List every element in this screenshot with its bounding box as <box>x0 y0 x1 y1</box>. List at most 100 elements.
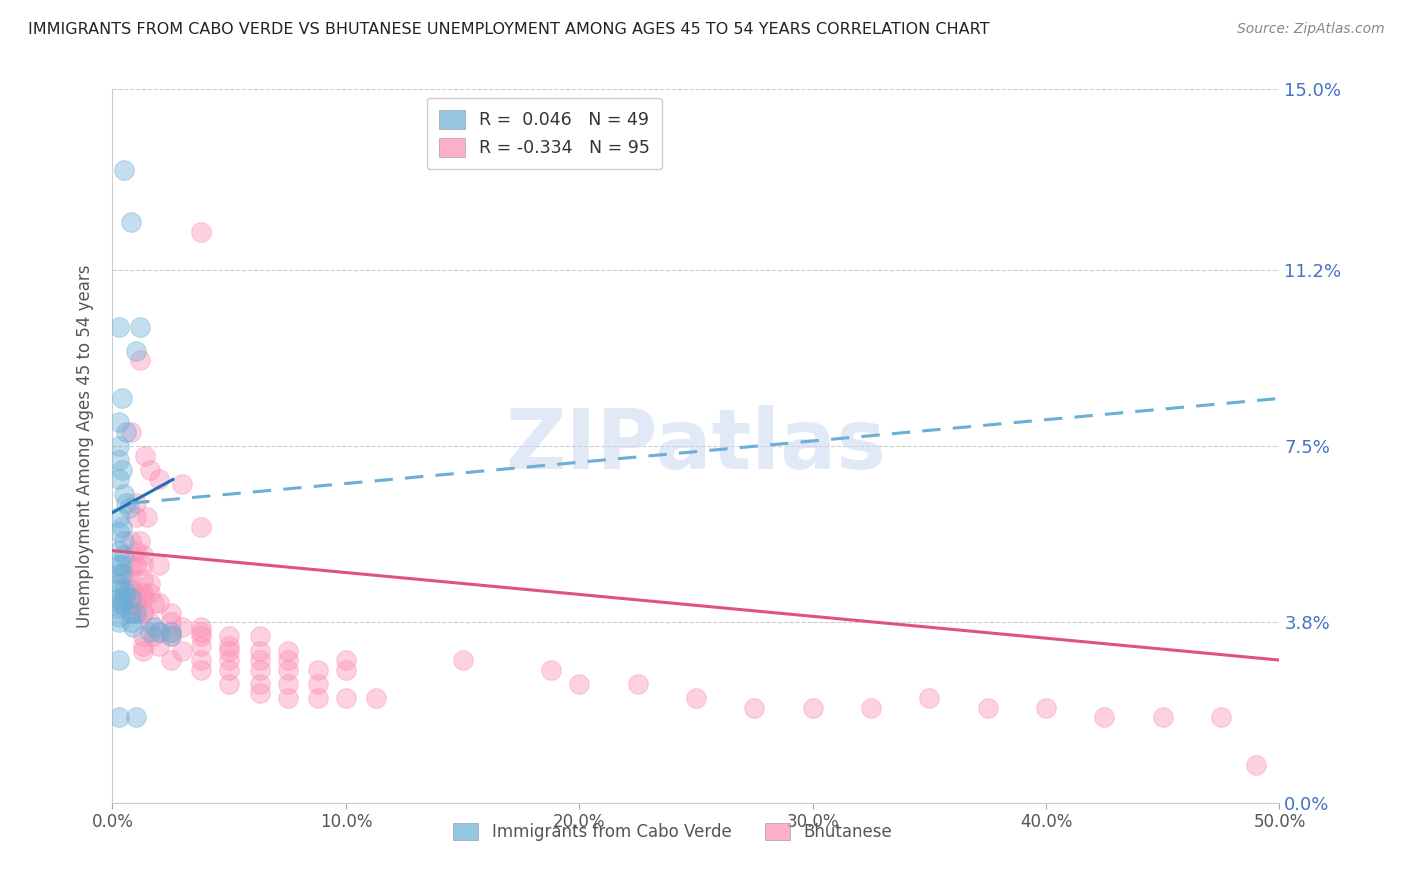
Point <box>111 596 134 610</box>
Point <box>249 629 271 643</box>
Point <box>148 472 170 486</box>
Point <box>125 710 148 724</box>
Point <box>120 582 142 596</box>
Point <box>218 643 240 657</box>
Point <box>160 629 183 643</box>
Point <box>136 510 159 524</box>
Point <box>125 606 148 620</box>
Point <box>172 620 194 634</box>
Point <box>307 691 329 706</box>
Point <box>120 615 142 629</box>
Point <box>108 567 131 582</box>
Point <box>218 629 240 643</box>
Point <box>1094 710 1116 724</box>
Point <box>108 558 131 572</box>
Point <box>148 624 170 639</box>
Point <box>160 624 183 639</box>
Point <box>125 558 148 572</box>
Point <box>148 639 170 653</box>
Point <box>120 534 142 549</box>
Point <box>112 591 135 606</box>
Point <box>139 463 162 477</box>
Point <box>160 653 183 667</box>
Point <box>132 643 155 657</box>
Point <box>108 453 131 467</box>
Point <box>108 510 131 524</box>
Point <box>685 691 707 706</box>
Point <box>132 549 155 563</box>
Point <box>108 653 131 667</box>
Point <box>132 558 155 572</box>
Point <box>125 543 148 558</box>
Point <box>120 606 142 620</box>
Point <box>118 500 141 515</box>
Point <box>190 639 212 653</box>
Point <box>148 558 170 572</box>
Point <box>111 392 134 406</box>
Point <box>108 524 131 539</box>
Point <box>172 643 194 657</box>
Point <box>218 677 240 691</box>
Point <box>108 472 131 486</box>
Point <box>190 629 212 643</box>
Point <box>120 558 142 572</box>
Point <box>276 643 298 657</box>
Point <box>125 596 148 610</box>
Point <box>111 520 134 534</box>
Point <box>540 663 562 677</box>
Point <box>132 572 155 586</box>
Point <box>172 477 194 491</box>
Point <box>148 624 170 639</box>
Point <box>112 486 135 500</box>
Point <box>125 591 148 606</box>
Point <box>190 663 212 677</box>
Point <box>190 653 212 667</box>
Point <box>108 600 131 615</box>
Point <box>276 663 298 677</box>
Point <box>120 596 142 610</box>
Point <box>108 320 131 334</box>
Point <box>860 700 883 714</box>
Point <box>307 663 329 677</box>
Point <box>335 691 357 706</box>
Point <box>160 606 183 620</box>
Point <box>111 567 134 582</box>
Point <box>111 558 134 572</box>
Point <box>120 606 142 620</box>
Point <box>120 591 142 606</box>
Point <box>218 653 240 667</box>
Point <box>143 596 166 610</box>
Point <box>276 677 298 691</box>
Point <box>744 700 766 714</box>
Point <box>125 343 148 358</box>
Point <box>134 449 156 463</box>
Point <box>1244 757 1267 772</box>
Point <box>112 582 135 596</box>
Point <box>148 596 170 610</box>
Point <box>108 577 131 591</box>
Point <box>139 577 162 591</box>
Legend: Immigrants from Cabo Verde, Bhutanese: Immigrants from Cabo Verde, Bhutanese <box>447 816 898 848</box>
Point <box>108 543 131 558</box>
Point <box>120 572 142 586</box>
Point <box>1035 700 1057 714</box>
Point <box>120 591 142 606</box>
Point <box>120 215 142 229</box>
Point <box>132 591 155 606</box>
Point <box>249 686 271 700</box>
Point <box>918 691 941 706</box>
Point <box>139 586 162 600</box>
Point <box>132 629 155 643</box>
Point <box>129 320 152 334</box>
Point <box>108 591 131 606</box>
Point <box>307 677 329 691</box>
Point <box>125 510 148 524</box>
Point <box>108 439 131 453</box>
Point <box>122 620 145 634</box>
Point <box>801 700 824 714</box>
Point <box>190 520 212 534</box>
Point <box>190 620 212 634</box>
Point <box>1152 710 1174 724</box>
Point <box>112 549 135 563</box>
Point <box>120 425 142 439</box>
